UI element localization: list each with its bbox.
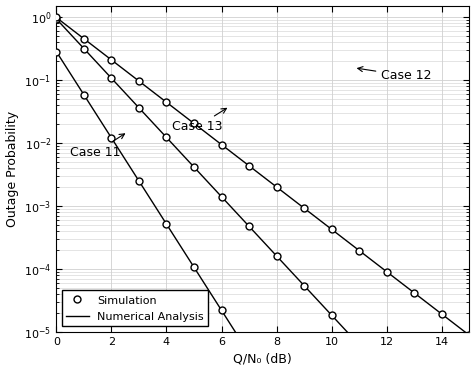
Numerical Analysis: [160, 216, 165, 220]
Simulation: [191, 265, 197, 269]
Simulation: [246, 351, 252, 356]
Text: Case 11: Case 11: [70, 134, 124, 159]
Simulation: [81, 92, 87, 97]
Simulation: [136, 179, 142, 183]
Simulation: [218, 308, 224, 313]
Legend: Simulation, Numerical Analysis: Simulation, Numerical Analysis: [62, 290, 209, 326]
Line: Simulation: Simulation: [53, 48, 473, 371]
Line: Numerical Analysis: Numerical Analysis: [57, 52, 469, 371]
Numerical Analysis: [240, 342, 246, 347]
Numerical Analysis: [126, 164, 132, 168]
X-axis label: Q/N₀ (dB): Q/N₀ (dB): [234, 352, 292, 365]
Text: Case 12: Case 12: [358, 67, 432, 82]
Simulation: [54, 49, 59, 54]
Simulation: [109, 135, 114, 140]
Y-axis label: Outage Probability: Outage Probability: [6, 111, 19, 227]
Simulation: [163, 222, 169, 226]
Numerical Analysis: [54, 49, 59, 54]
Text: Case 13: Case 13: [172, 108, 227, 133]
